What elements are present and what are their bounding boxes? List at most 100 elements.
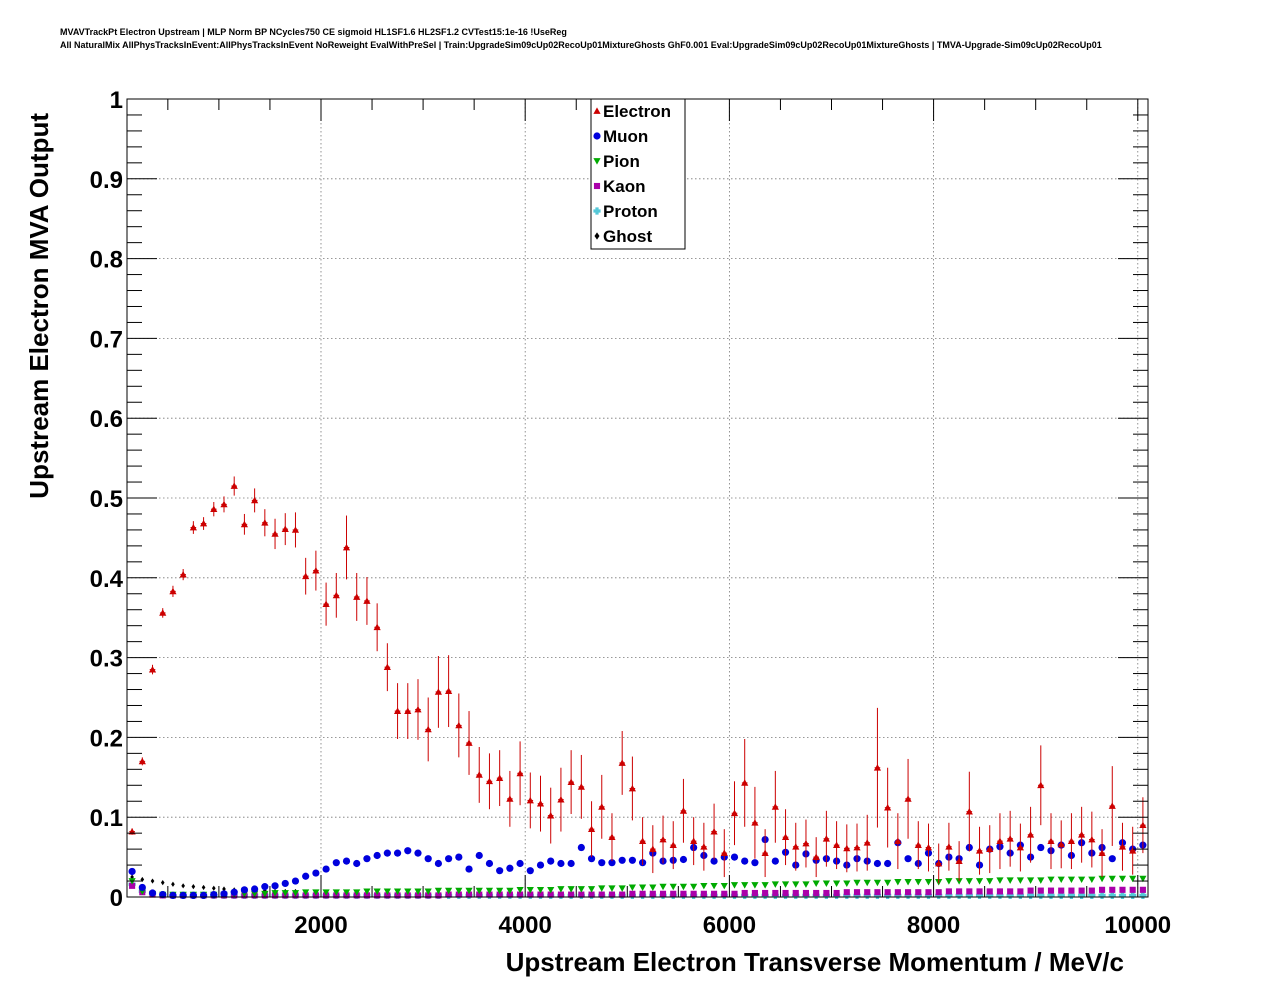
pion-point xyxy=(1118,875,1127,883)
kaon-point xyxy=(1047,887,1055,894)
electron-point xyxy=(1006,835,1014,842)
muon-point xyxy=(710,857,718,865)
kaon-point xyxy=(843,889,850,896)
kaon-point xyxy=(884,889,891,896)
electron-point xyxy=(547,812,555,819)
pion-point xyxy=(873,879,882,887)
electron-point xyxy=(1098,849,1106,856)
muon-point xyxy=(751,859,759,867)
electron-point xyxy=(751,819,759,826)
pion-point xyxy=(710,882,718,890)
kaon-point xyxy=(486,891,493,898)
kaon-point xyxy=(588,891,595,898)
electron-point xyxy=(567,778,575,785)
pion-point xyxy=(945,878,953,885)
muon-point xyxy=(128,867,136,876)
electron-point xyxy=(516,769,524,777)
kaon-point xyxy=(751,889,758,897)
kaon-point xyxy=(772,889,779,897)
y-tick-label: 0.9 xyxy=(90,167,123,194)
electron-point xyxy=(393,707,402,714)
muon-point xyxy=(741,857,749,865)
electron-point xyxy=(924,843,933,851)
ghost-point xyxy=(140,876,145,883)
muon-point xyxy=(445,855,453,863)
pion-point xyxy=(547,886,555,894)
legend-marker-proton xyxy=(593,207,601,215)
kaon-point xyxy=(1037,887,1044,894)
muon-point xyxy=(363,855,371,863)
electron-point xyxy=(832,841,841,849)
kaon-point xyxy=(1119,886,1126,893)
electron-point xyxy=(1078,831,1086,838)
kaon-point xyxy=(1078,887,1085,894)
pion-point xyxy=(761,882,769,889)
kaon-point xyxy=(813,889,820,897)
kaon-point xyxy=(721,890,728,897)
muon-point xyxy=(730,853,739,861)
pion-point xyxy=(884,879,892,887)
electron-point xyxy=(342,543,351,551)
pion-point xyxy=(414,888,422,896)
kaon-point xyxy=(608,891,616,898)
kaon-point xyxy=(1017,888,1024,895)
kaon-point xyxy=(639,890,646,897)
electron-point xyxy=(1067,837,1076,845)
kaon-point xyxy=(956,888,963,895)
electron-point xyxy=(639,837,647,845)
electron-point xyxy=(1129,847,1137,854)
proton-point xyxy=(975,891,984,900)
proton-point xyxy=(1016,891,1024,900)
muon-point xyxy=(251,885,259,893)
electron-point xyxy=(557,796,565,803)
muon-point xyxy=(322,865,330,873)
proton-point xyxy=(1037,891,1045,900)
kaon-point xyxy=(741,889,748,897)
muon-point xyxy=(159,891,167,899)
electron-point xyxy=(659,835,667,843)
muon-point xyxy=(424,855,432,863)
pion-point xyxy=(1006,877,1014,884)
kaon-point xyxy=(527,891,534,898)
muon-point xyxy=(271,882,279,890)
electron-point xyxy=(598,803,606,810)
kaon-point xyxy=(425,892,432,899)
pion-point xyxy=(975,878,984,885)
muon-point xyxy=(608,859,616,867)
electron-point xyxy=(496,774,504,781)
electron-point xyxy=(1088,835,1096,843)
pion-point xyxy=(557,886,565,893)
legend-marker-pion xyxy=(593,158,601,165)
electron-point xyxy=(159,609,167,616)
electron-point xyxy=(628,784,636,792)
pion-point xyxy=(271,890,279,897)
electron-point xyxy=(822,835,830,842)
pion-point xyxy=(567,886,575,893)
muon-point xyxy=(516,859,524,868)
proton-point xyxy=(986,891,994,900)
muon-point xyxy=(240,886,249,894)
electron-point xyxy=(679,807,688,814)
muon-point xyxy=(169,891,177,900)
pion-point xyxy=(496,887,504,895)
electron-point xyxy=(210,505,218,513)
electron-point xyxy=(485,777,494,785)
y-tick-label: 0.6 xyxy=(90,406,123,433)
kaon-point xyxy=(731,890,738,897)
muon-point xyxy=(455,853,463,861)
electron-point xyxy=(965,808,973,815)
proton-point xyxy=(1006,891,1014,900)
kaon-point xyxy=(1098,886,1106,893)
muon-point xyxy=(210,891,218,899)
electron-point xyxy=(251,496,259,504)
proton-point xyxy=(884,891,892,900)
electron-point xyxy=(526,796,534,804)
pion-point xyxy=(700,882,708,890)
muon-point xyxy=(342,857,351,865)
pion-point xyxy=(1108,875,1116,883)
y-tick-label: 0.8 xyxy=(90,247,123,274)
electron-point xyxy=(996,837,1004,845)
electron-point xyxy=(169,587,177,595)
electron-point xyxy=(1047,837,1055,845)
electron-point xyxy=(741,779,749,786)
